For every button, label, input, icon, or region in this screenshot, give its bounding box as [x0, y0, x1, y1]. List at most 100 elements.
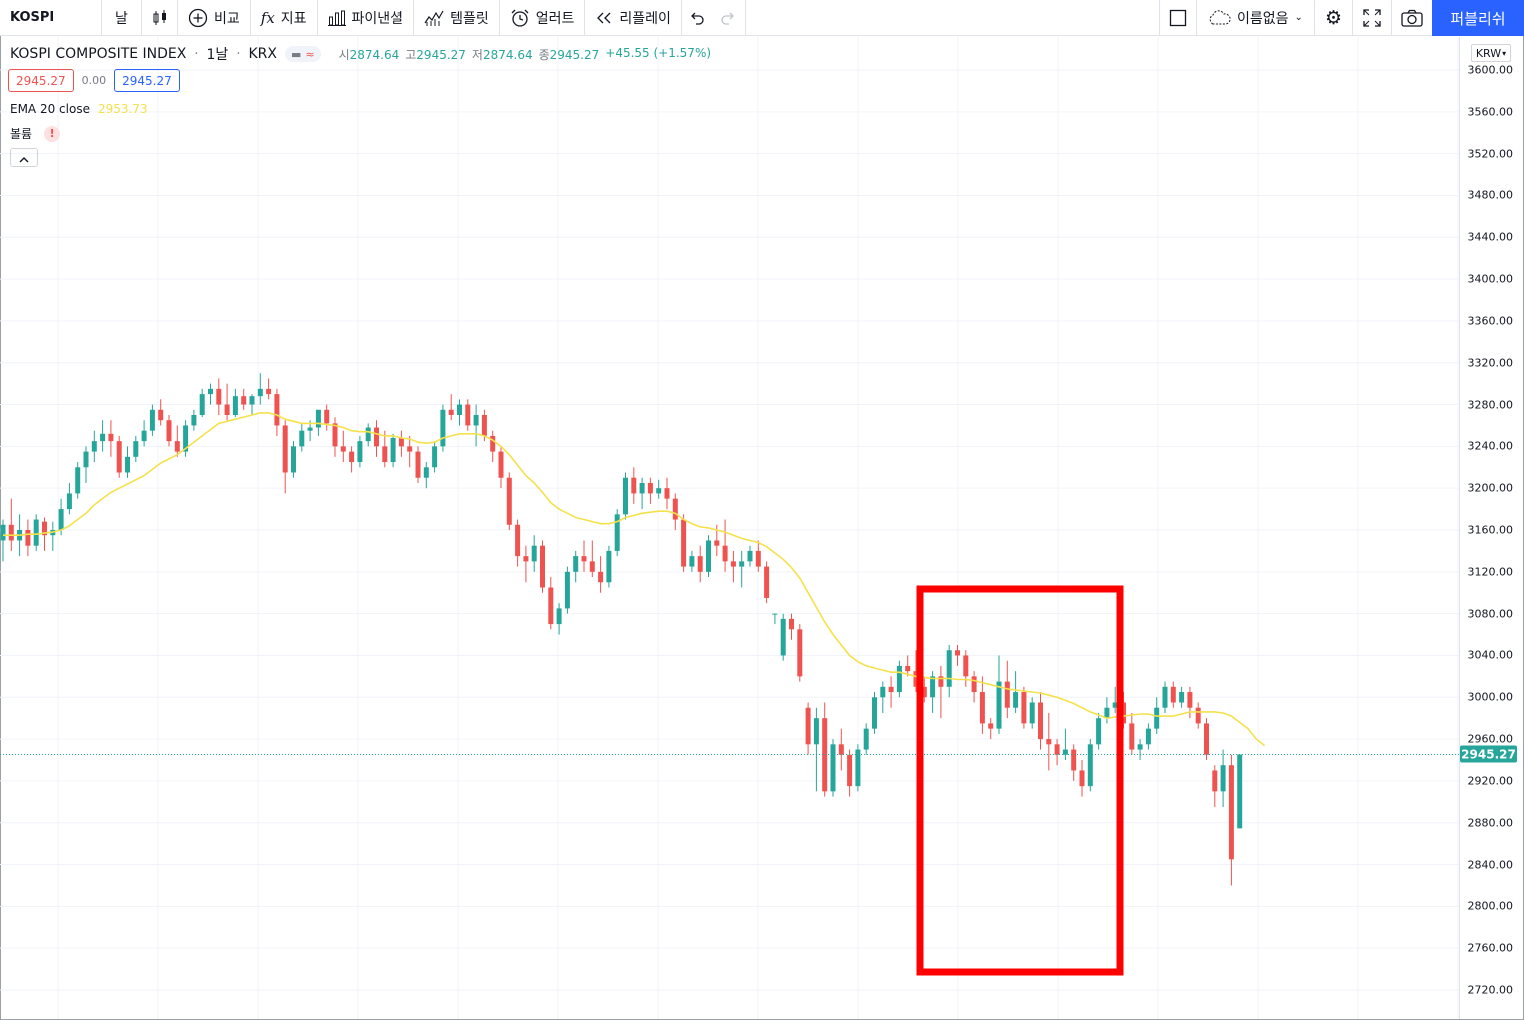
collapse-legend-button[interactable]: [10, 148, 38, 167]
snapshot-button[interactable]: [1392, 0, 1432, 36]
candle-down: [581, 556, 587, 562]
high-value: 고2945.27: [405, 47, 466, 62]
bar-chart-icon: [327, 10, 346, 26]
chevron-up-icon: [19, 148, 29, 167]
ema-legend[interactable]: EMA 20 close 2953.73: [10, 102, 148, 116]
candle-up: [930, 676, 936, 698]
candle-up: [1154, 707, 1160, 729]
candle-up: [564, 571, 570, 609]
symbol-title[interactable]: KOSPI COMPOSITE INDEX: [10, 46, 187, 62]
candle-up: [232, 396, 238, 415]
sell-price-button[interactable]: 2945.27: [8, 69, 74, 92]
templates-label: 템플릿: [450, 10, 489, 27]
candle-down: [988, 723, 994, 729]
market-status-pill[interactable]: ▬ ≈: [284, 46, 321, 62]
layout-select-button[interactable]: [1159, 0, 1197, 36]
candle-down: [1228, 765, 1234, 860]
warning-icon[interactable]: !: [44, 125, 61, 142]
candle-down: [490, 435, 496, 452]
grid-lines: [0, 37, 1459, 1019]
candle-up: [0, 524, 6, 541]
redo-button[interactable]: [712, 0, 746, 36]
interval-label: 날: [115, 10, 128, 27]
candle-up: [573, 556, 579, 572]
candle-up: [556, 608, 562, 625]
alert-label: 얼러트: [535, 10, 575, 27]
templates-button[interactable]: 템플릿: [414, 0, 500, 36]
candle-up: [390, 438, 396, 463]
alert-button[interactable]: 얼러트: [500, 0, 586, 36]
candle-up: [863, 728, 869, 750]
undo-button[interactable]: [682, 0, 712, 36]
candle-up: [299, 430, 305, 447]
candle-down: [797, 629, 803, 677]
price-tick-label: 3480.00: [1467, 188, 1514, 202]
price-axis[interactable]: 3600.00 3560.00 3520.00 3480.00 3440.00 3400.…: [1459, 37, 1523, 1019]
price-tick-label: 3320.00: [1467, 356, 1514, 370]
interval-button[interactable]: 날: [102, 0, 142, 36]
layout-name-button[interactable]: 이름없음 ⌄: [1197, 0, 1315, 36]
candle-down: [332, 423, 338, 447]
candle-down: [25, 530, 31, 546]
candle-up: [423, 467, 429, 478]
candle-up: [1162, 686, 1168, 708]
candle-up: [149, 409, 155, 431]
candle-down: [789, 618, 794, 630]
compare-label: 비교: [214, 10, 240, 27]
candle-down: [8, 524, 14, 541]
symbol-search-button[interactable]: KOSPI: [0, 0, 102, 36]
price-tick-label: 2960.00: [1467, 732, 1514, 746]
candle-up: [473, 415, 479, 426]
alarm-clock-icon: [510, 8, 530, 28]
price-tick-label: 2880.00: [1467, 816, 1514, 830]
compare-button[interactable]: 비교: [178, 0, 251, 36]
candle-up: [739, 561, 745, 567]
trade-price-row: 2945.27 0.00 2945.27: [8, 69, 180, 92]
candle-down: [515, 524, 521, 557]
buy-price-button[interactable]: 2945.27: [114, 69, 180, 92]
candle-down: [979, 692, 985, 724]
candle-up: [639, 482, 645, 494]
close-value: 종2945.27: [538, 47, 600, 62]
candle-up: [315, 409, 321, 428]
candles-group: [0, 373, 1243, 886]
chart-style-button[interactable]: [142, 0, 178, 36]
candle-up: [365, 427, 371, 442]
candle-down: [963, 655, 969, 677]
square-icon: [1169, 9, 1187, 27]
candle-up: [100, 433, 106, 442]
candle-up: [996, 681, 1002, 729]
candle-up: [656, 488, 662, 494]
candle-down: [266, 388, 272, 395]
chart-canvas[interactable]: [0, 37, 1459, 1019]
candle-down: [166, 420, 172, 442]
financials-button[interactable]: 파이낸셜: [318, 0, 415, 36]
change-value: +45.55 (+1.57%): [605, 45, 712, 60]
price-tick-label: 3120.00: [1467, 565, 1514, 579]
candle-down: [216, 388, 222, 405]
template-icon: [424, 9, 444, 27]
candle-down: [481, 415, 487, 436]
publish-button[interactable]: 퍼블리쉬: [1432, 0, 1524, 36]
candle-down: [1212, 770, 1218, 792]
replay-button[interactable]: 리플레이: [585, 0, 682, 36]
candle-down: [905, 665, 911, 672]
volume-legend[interactable]: 볼륨 !: [10, 125, 61, 142]
candle-down: [888, 686, 894, 693]
candle-down: [540, 545, 545, 588]
candle-up: [1029, 702, 1035, 724]
currency-button[interactable]: KRW ▾: [1471, 44, 1511, 62]
candle-down: [498, 451, 504, 478]
candle-down: [1038, 702, 1043, 740]
candle-up: [141, 430, 147, 442]
indicators-button[interactable]: fx 지표: [251, 0, 318, 36]
price-tick-label: 2800.00: [1467, 899, 1514, 913]
candle-down: [764, 566, 770, 598]
settings-button[interactable]: ⚙: [1315, 0, 1353, 36]
price-tick-label: 3400.00: [1467, 272, 1514, 286]
candle-down: [398, 438, 404, 447]
candle-down: [664, 488, 670, 499]
candle-up: [133, 441, 139, 457]
candle-up: [623, 477, 628, 515]
fullscreen-button[interactable]: [1353, 0, 1392, 36]
